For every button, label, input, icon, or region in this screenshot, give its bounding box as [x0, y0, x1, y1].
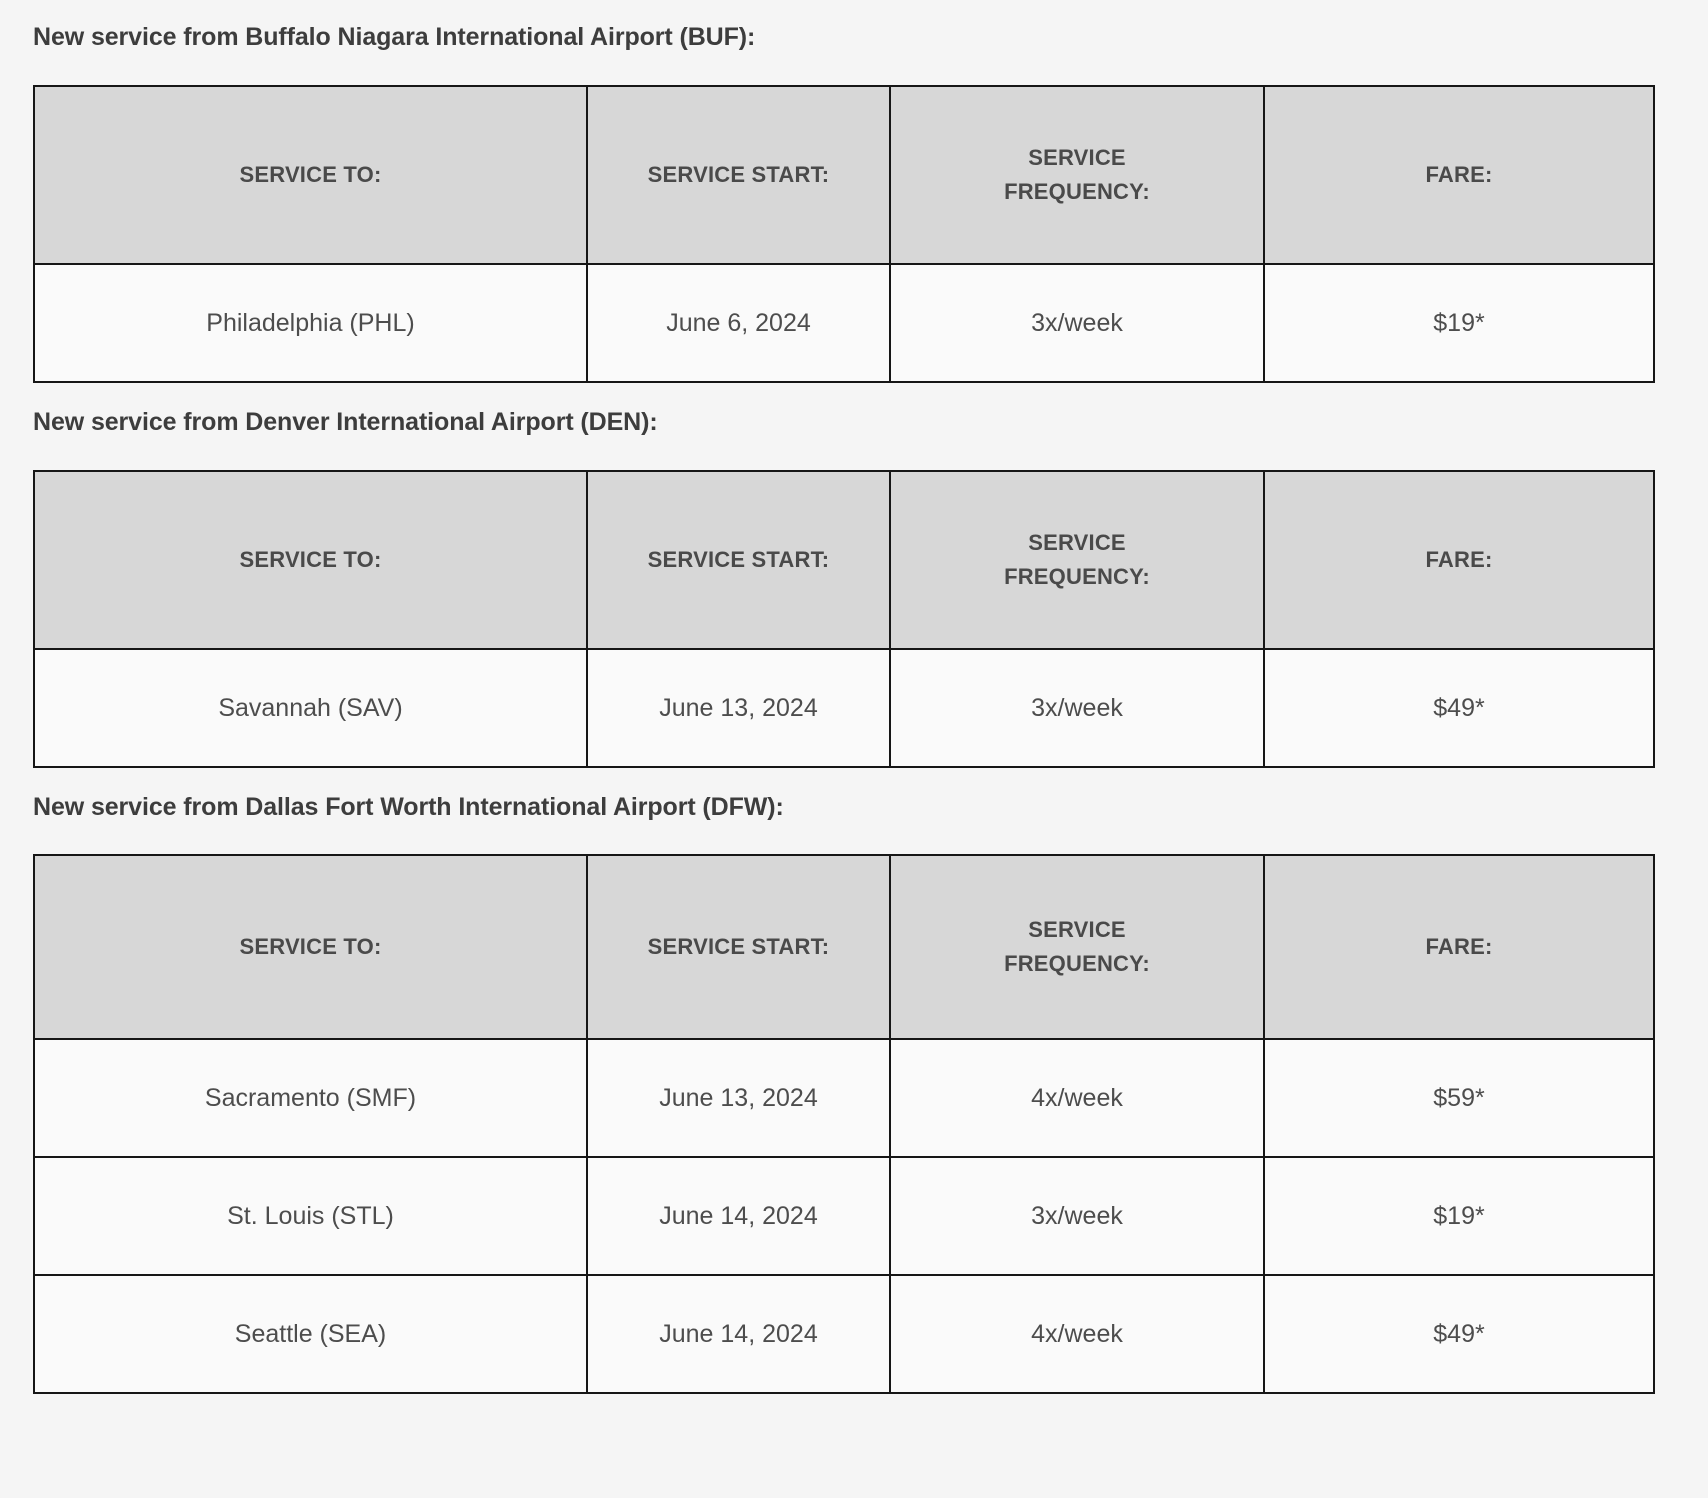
table-wrapper-den: SERVICE TO: SERVICE START: SERVICE FREQU… — [33, 437, 1675, 768]
cell-service-frequency: 4x/week — [889, 1038, 1265, 1158]
column-header-service-to: SERVICE TO: — [33, 470, 588, 650]
column-header-service-frequency: SERVICE FREQUENCY: — [889, 854, 1265, 1040]
section-denver: New service from Denver International Ai… — [33, 383, 1675, 768]
table-header-row: SERVICE TO: SERVICE START: SERVICE FREQU… — [33, 854, 1655, 1040]
table-body-buf: Philadelphia (PHL) June 6, 2024 3x/week … — [33, 263, 1655, 383]
table-header-buf: SERVICE TO: SERVICE START: SERVICE FREQU… — [33, 85, 1655, 265]
table-row: Savannah (SAV) June 13, 2024 3x/week $49… — [33, 648, 1655, 768]
cell-service-start: June 13, 2024 — [586, 1038, 891, 1158]
cell-service-to: Sacramento (SMF) — [33, 1038, 588, 1158]
cell-service-to: Savannah (SAV) — [33, 648, 588, 768]
service-frequency-line-2: FREQUENCY: — [1004, 951, 1150, 976]
column-header-service-start: SERVICE START: — [586, 470, 891, 650]
new-service-table-den: SERVICE TO: SERVICE START: SERVICE FREQU… — [33, 470, 1655, 768]
table-body-den: Savannah (SAV) June 13, 2024 3x/week $49… — [33, 648, 1655, 768]
new-service-table-dfw: SERVICE TO: SERVICE START: SERVICE FREQU… — [33, 854, 1655, 1394]
section-buffalo-niagara: New service from Buffalo Niagara Interna… — [33, 0, 1675, 383]
cell-service-frequency: 3x/week — [889, 1156, 1265, 1276]
table-header-row: SERVICE TO: SERVICE START: SERVICE FREQU… — [33, 470, 1655, 650]
cell-fare: $19* — [1263, 263, 1655, 383]
table-header-den: SERVICE TO: SERVICE START: SERVICE FREQU… — [33, 470, 1655, 650]
service-frequency-line-1: SERVICE — [1028, 916, 1126, 942]
table-row: Seattle (SEA) June 14, 2024 4x/week $49* — [33, 1274, 1655, 1394]
cell-fare: $49* — [1263, 1274, 1655, 1394]
cell-fare: $19* — [1263, 1156, 1655, 1276]
new-service-table-buf: SERVICE TO: SERVICE START: SERVICE FREQU… — [33, 85, 1655, 383]
new-service-routes-page: New service from Buffalo Niagara Interna… — [33, 0, 1675, 1394]
cell-service-start: June 13, 2024 — [586, 648, 891, 768]
table-wrapper-buf: SERVICE TO: SERVICE START: SERVICE FREQU… — [33, 52, 1675, 383]
table-wrapper-dfw: SERVICE TO: SERVICE START: SERVICE FREQU… — [33, 822, 1675, 1394]
table-header-row: SERVICE TO: SERVICE START: SERVICE FREQU… — [33, 85, 1655, 265]
service-frequency-line-1: SERVICE — [1028, 144, 1126, 170]
service-frequency-line-1: SERVICE — [1028, 529, 1126, 555]
cell-service-frequency: 4x/week — [889, 1274, 1265, 1394]
cell-service-start: June 14, 2024 — [586, 1274, 891, 1394]
section-heading-buf: New service from Buffalo Niagara Interna… — [33, 23, 756, 51]
cell-fare: $59* — [1263, 1038, 1655, 1158]
service-frequency-line-2: FREQUENCY: — [1004, 179, 1150, 204]
column-header-fare: FARE: — [1263, 854, 1655, 1040]
cell-service-to: St. Louis (STL) — [33, 1156, 588, 1276]
column-header-service-start: SERVICE START: — [586, 854, 891, 1040]
section-dallas-fort-worth: New service from Dallas Fort Worth Inter… — [33, 768, 1675, 1394]
section-heading-dfw: New service from Dallas Fort Worth Inter… — [33, 793, 784, 821]
table-row: St. Louis (STL) June 14, 2024 3x/week $1… — [33, 1156, 1655, 1276]
column-header-fare: FARE: — [1263, 85, 1655, 265]
column-header-service-frequency: SERVICE FREQUENCY: — [889, 470, 1265, 650]
cell-service-to: Seattle (SEA) — [33, 1274, 588, 1394]
cell-service-start: June 6, 2024 — [586, 263, 891, 383]
column-header-fare: FARE: — [1263, 470, 1655, 650]
section-heading-den: New service from Denver International Ai… — [33, 408, 658, 436]
column-header-service-to: SERVICE TO: — [33, 854, 588, 1040]
service-frequency-line-2: FREQUENCY: — [1004, 564, 1150, 589]
table-body-dfw: Sacramento (SMF) June 13, 2024 4x/week $… — [33, 1038, 1655, 1394]
cell-service-to: Philadelphia (PHL) — [33, 263, 588, 383]
table-header-dfw: SERVICE TO: SERVICE START: SERVICE FREQU… — [33, 854, 1655, 1040]
cell-service-frequency: 3x/week — [889, 648, 1265, 768]
table-row: Philadelphia (PHL) June 6, 2024 3x/week … — [33, 263, 1655, 383]
cell-service-frequency: 3x/week — [889, 263, 1265, 383]
cell-service-start: June 14, 2024 — [586, 1156, 891, 1276]
table-row: Sacramento (SMF) June 13, 2024 4x/week $… — [33, 1038, 1655, 1158]
cell-fare: $49* — [1263, 648, 1655, 768]
column-header-service-frequency: SERVICE FREQUENCY: — [889, 85, 1265, 265]
column-header-service-start: SERVICE START: — [586, 85, 891, 265]
column-header-service-to: SERVICE TO: — [33, 85, 588, 265]
